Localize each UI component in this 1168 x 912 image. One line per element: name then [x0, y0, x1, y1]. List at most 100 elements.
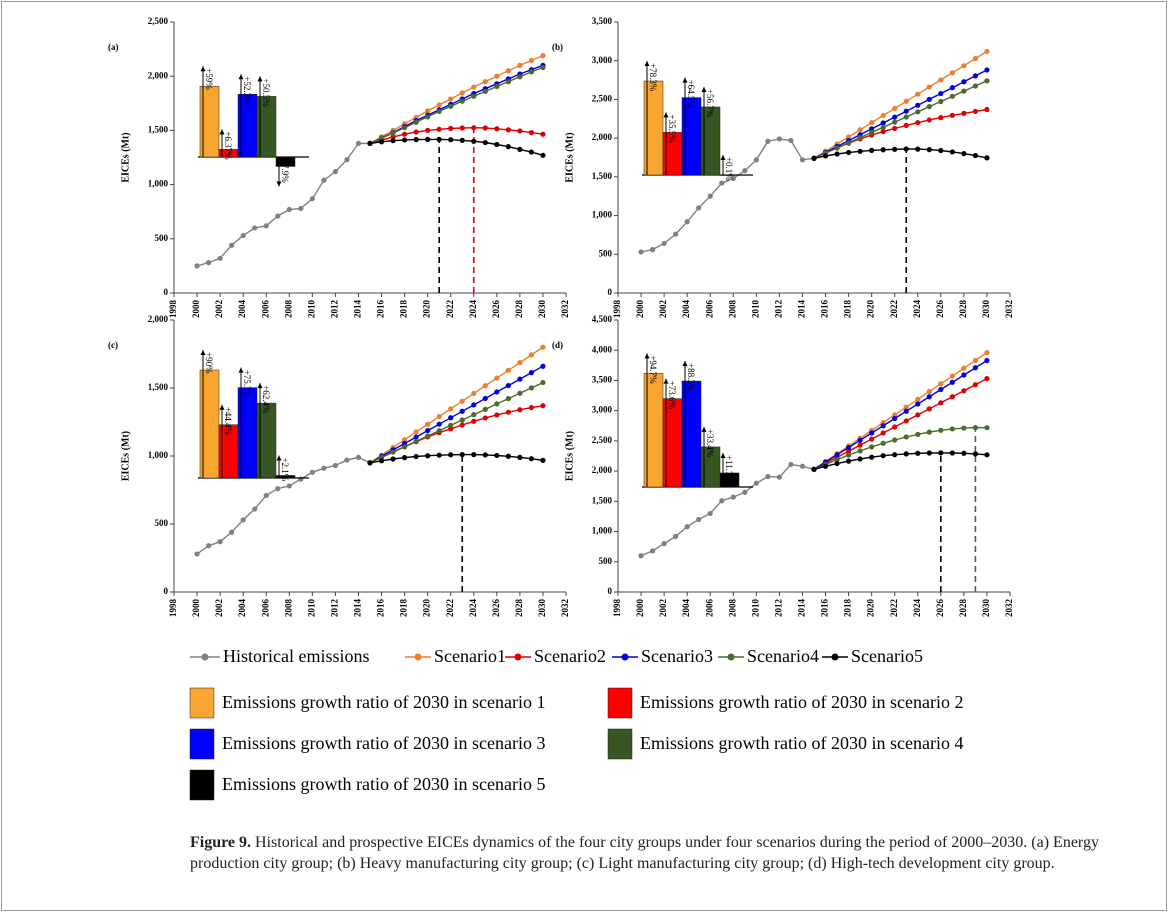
data-point — [926, 388, 932, 395]
y-tick-label: 4,000 — [592, 344, 613, 354]
data-point — [436, 428, 442, 434]
data-point — [938, 98, 944, 105]
legend-label: Scenario3 — [641, 646, 713, 666]
inset-value-label: +52.3% — [242, 76, 252, 105]
legend-marker — [414, 653, 422, 661]
panel-label: (c) — [108, 340, 118, 350]
y-axis-label: EICEs (Mt) — [120, 431, 131, 481]
x-tick-label: 2032 — [560, 300, 570, 319]
x-tick-label: 2004 — [681, 300, 691, 319]
inset-arrow-head — [701, 426, 707, 432]
series-line — [369, 365, 544, 464]
y-tick-label: 4,500 — [592, 314, 613, 324]
data-point — [845, 134, 852, 140]
data-point — [799, 157, 806, 163]
data-point — [753, 157, 759, 163]
series-line — [369, 138, 544, 156]
legend-swatch — [189, 769, 215, 801]
y-tick-label: 1,000 — [148, 450, 169, 460]
data-point — [707, 510, 713, 517]
data-point — [765, 473, 771, 480]
data-point — [972, 108, 979, 115]
data-point — [845, 444, 852, 451]
data-point — [938, 90, 944, 97]
inset-arrow-head — [682, 77, 688, 83]
data-point — [903, 451, 909, 457]
x-tick-label: 2032 — [1004, 599, 1014, 618]
data-point — [869, 120, 875, 126]
data-point — [194, 263, 200, 269]
data-point — [436, 136, 442, 142]
data-point — [811, 466, 817, 472]
data-point — [915, 431, 921, 437]
data-point — [984, 357, 990, 364]
x-tick-label: 2002 — [214, 300, 224, 319]
data-point — [505, 68, 511, 74]
data-point — [880, 430, 886, 436]
inset-arrow-head — [663, 378, 669, 384]
data-point — [252, 225, 258, 231]
legend-label: Emissions growth ratio of 2030 in scenar… — [222, 733, 545, 753]
data-point — [448, 415, 454, 421]
inset-value-label: +62.4% — [261, 385, 271, 414]
data-point — [494, 389, 500, 395]
data-point — [471, 412, 477, 418]
data-point — [938, 147, 944, 154]
data-point — [298, 476, 304, 482]
series-line — [196, 456, 371, 555]
data-point — [275, 213, 281, 219]
data-point — [252, 506, 258, 512]
data-point — [471, 452, 477, 458]
data-point — [517, 407, 523, 413]
data-point — [949, 112, 955, 118]
x-tick-label: 2030 — [537, 599, 547, 618]
data-point — [661, 240, 667, 247]
inset-bar — [199, 85, 220, 158]
data-point — [540, 403, 546, 409]
data-point — [448, 96, 454, 102]
data-point — [845, 452, 852, 458]
data-point — [321, 177, 327, 183]
data-point — [972, 424, 979, 431]
data-point — [949, 149, 955, 155]
data-point — [505, 453, 511, 459]
y-tick-label: 500 — [155, 233, 169, 243]
data-point — [413, 429, 419, 435]
data-point — [390, 134, 396, 140]
x-tick-label: 2006 — [704, 599, 714, 618]
data-point — [984, 67, 990, 73]
legend-label: Historical emissions — [223, 646, 370, 666]
data-point — [869, 147, 875, 153]
data-point — [857, 127, 863, 133]
data-point — [528, 149, 535, 155]
data-point — [459, 408, 465, 414]
data-point — [448, 452, 454, 458]
data-point — [425, 136, 431, 142]
data-point — [972, 55, 979, 62]
x-tick-label: 2018 — [843, 300, 853, 319]
data-point — [240, 232, 246, 239]
data-point — [505, 127, 511, 133]
data-point — [275, 486, 281, 492]
inset-arrow-head — [238, 74, 244, 80]
legend-label: Scenario5 — [851, 646, 923, 666]
data-point — [459, 98, 465, 104]
data-point — [332, 168, 339, 175]
data-point — [517, 376, 523, 382]
inset-value-label: +44.4% — [223, 407, 233, 436]
inset-bar — [256, 96, 277, 158]
x-tick-label: 2002 — [214, 599, 224, 618]
data-point — [517, 74, 523, 80]
data-point — [961, 63, 967, 69]
data-point — [638, 553, 644, 559]
data-point — [972, 365, 979, 371]
x-tick-label: 2014 — [353, 599, 363, 618]
y-tick-label: 500 — [599, 248, 613, 258]
inset-arrow-head — [200, 66, 206, 72]
data-point — [517, 359, 523, 366]
x-tick-label: 2012 — [329, 599, 339, 618]
data-point — [494, 412, 500, 418]
data-point — [505, 396, 511, 402]
